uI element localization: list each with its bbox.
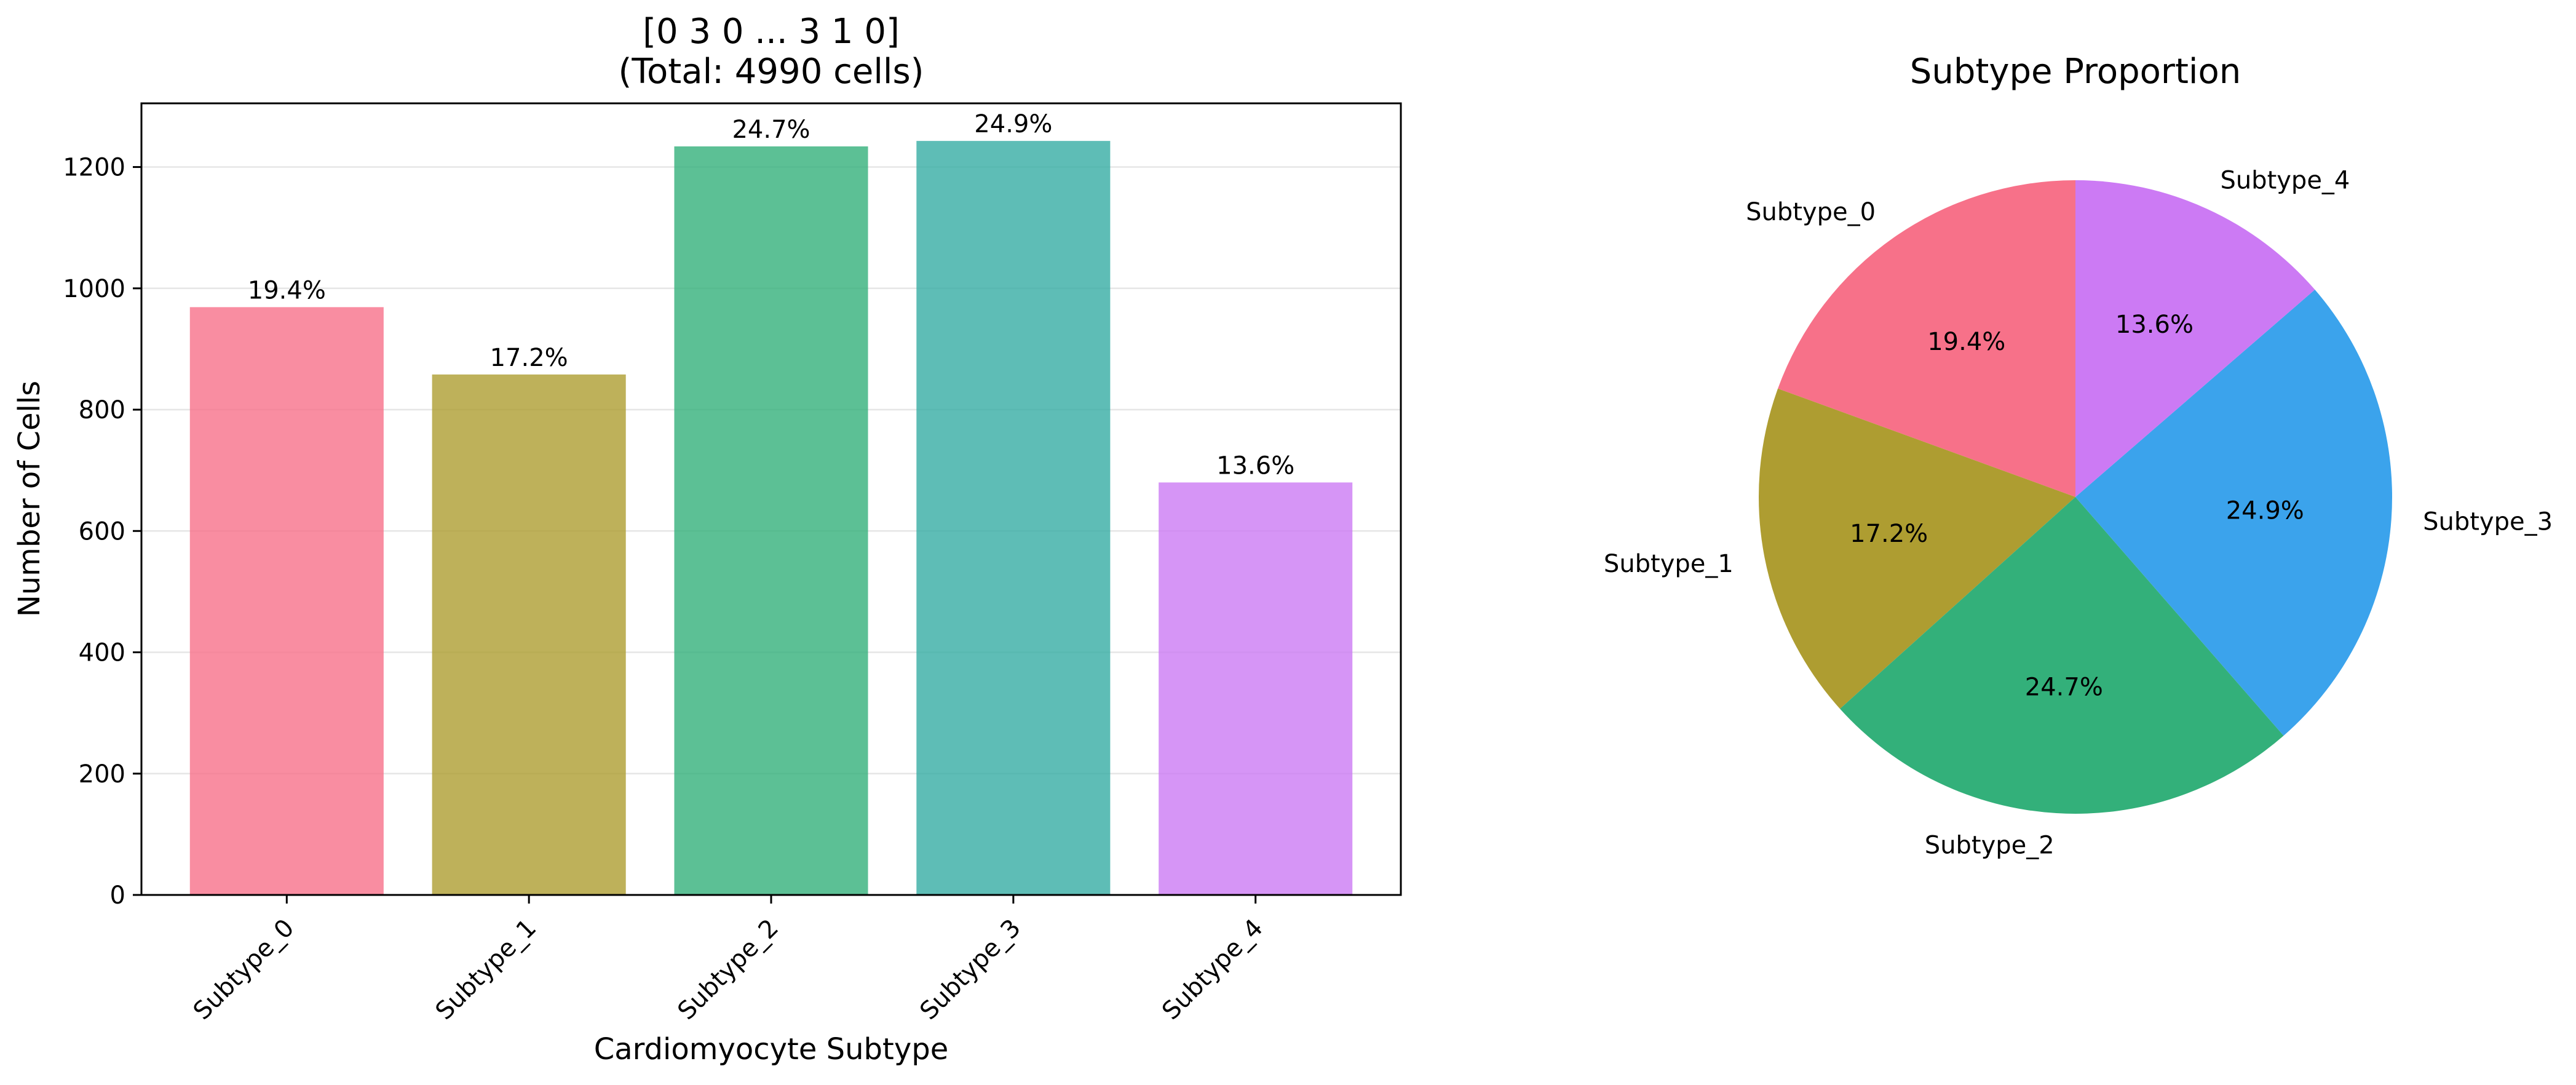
x-axis-label: Cardiomyocyte Subtype (594, 1032, 949, 1067)
x-axis-ticks: Subtype_0 Subtype_1 Subtype_2 Subtype_3 Subt… (188, 895, 1269, 1025)
y-axis-ticks: 0 200 400 600 800 1000 1200 (63, 154, 141, 910)
y-tick-label: 400 (79, 639, 125, 667)
y-tick-label: 800 (79, 396, 125, 424)
pie-slice (2075, 180, 2315, 497)
bar-data-label: 19.4% (248, 276, 326, 304)
y-tick-label: 1000 (63, 275, 125, 303)
bar-chart-title-line2: (Total: 4990 cells) (619, 52, 924, 92)
pie-percent-label: 17.2% (1850, 520, 1928, 548)
pie-slice (1778, 180, 2075, 497)
bar (432, 374, 626, 895)
y-tick-label: 200 (79, 760, 125, 789)
pie-percent-label: 19.4% (1927, 328, 2005, 356)
pie-slice-label: Subtype_3 (2423, 508, 2553, 536)
pie-percent-label: 24.7% (2025, 673, 2103, 701)
bar (1159, 482, 1353, 895)
x-tick-label: Subtype_2 (672, 914, 784, 1026)
bar-data-label: 24.7% (732, 116, 810, 144)
pie-percent-labels: 19.4% 17.2% 24.7% 24.9% 13.6% (1850, 311, 2304, 701)
pie-chart: Subtype Proportion 19.4%17.2%24.7%24.9%1… (1604, 52, 2553, 859)
pie-slice (1758, 388, 2075, 709)
bar-data-label: 13.6% (1216, 451, 1294, 480)
bar-chart: [0 3 0 ... 3 1 0] (Total: 4990 cells) 19… (12, 12, 1402, 1067)
x-tick-label: Subtype_1 (430, 914, 542, 1026)
pie-slices (1758, 180, 2392, 814)
y-tick-label: 600 (79, 517, 125, 546)
pie-slice (2075, 289, 2392, 736)
bar (674, 146, 868, 895)
y-axis-label: Number of Cells (12, 381, 47, 617)
pie-slice (1840, 497, 2284, 814)
y-tick-label: 1200 (63, 154, 125, 182)
pie-slice-labels: Subtype_0 Subtype_1 Subtype_2 Subtype_3 Subt… (1604, 167, 2553, 860)
x-tick-label: Subtype_4 (1157, 914, 1269, 1026)
y-tick-label: 0 (110, 881, 125, 910)
pie-percent-label: 13.6% (2115, 311, 2194, 339)
pie-slice-label: Subtype_1 (1604, 550, 1734, 578)
bar (916, 141, 1111, 896)
bar-series (189, 141, 1353, 896)
bar-chart-title-line1: [0 3 0 ... 3 1 0] (643, 12, 900, 52)
bar-data-labels: 19.4% 17.2% 24.7% 24.9% 13.6% (248, 110, 1294, 480)
bar-data-label: 17.2% (490, 344, 568, 372)
pie-slice-label: Subtype_0 (1746, 198, 1876, 226)
x-tick-label: Subtype_3 (914, 914, 1026, 1026)
bar (189, 307, 384, 896)
x-tick-label: Subtype_0 (188, 914, 300, 1026)
pie-slice-label: Subtype_4 (2220, 167, 2350, 195)
pie-slice-label: Subtype_2 (1925, 831, 2055, 859)
pie-percent-label: 24.9% (2226, 497, 2304, 525)
pie-chart-title: Subtype Proportion (1910, 52, 2241, 92)
bar-data-label: 24.9% (974, 110, 1052, 138)
